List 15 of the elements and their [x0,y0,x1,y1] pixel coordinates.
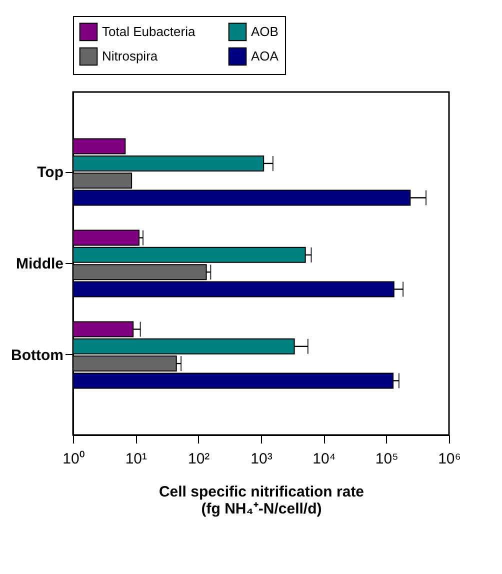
x-tick-label: 10⁴ [312,450,336,468]
x-tick-label: 10¹ [125,450,148,468]
y-tick-label: Bottom [11,346,64,364]
y-tick-label: Middle [16,256,64,272]
x-tick-label: 10⁵ [375,450,398,468]
x-axis-title: Cell specific nitrification rate (fg NH₄⁺-N/cell/d) [158,484,364,518]
x-tick-label: 10⁰ [62,450,84,468]
y-tick-label: Top [37,164,64,182]
x-tick-label: 10² [188,450,210,468]
x-tick-label: 10³ [250,450,272,468]
legend-label: Total Eubacteria [102,24,196,39]
legend-label: Nitrospira [102,48,158,64]
x-tick-label: 10⁶ [438,450,461,468]
legend-label: AOA [251,48,279,64]
legend-label: AOB [251,24,278,39]
